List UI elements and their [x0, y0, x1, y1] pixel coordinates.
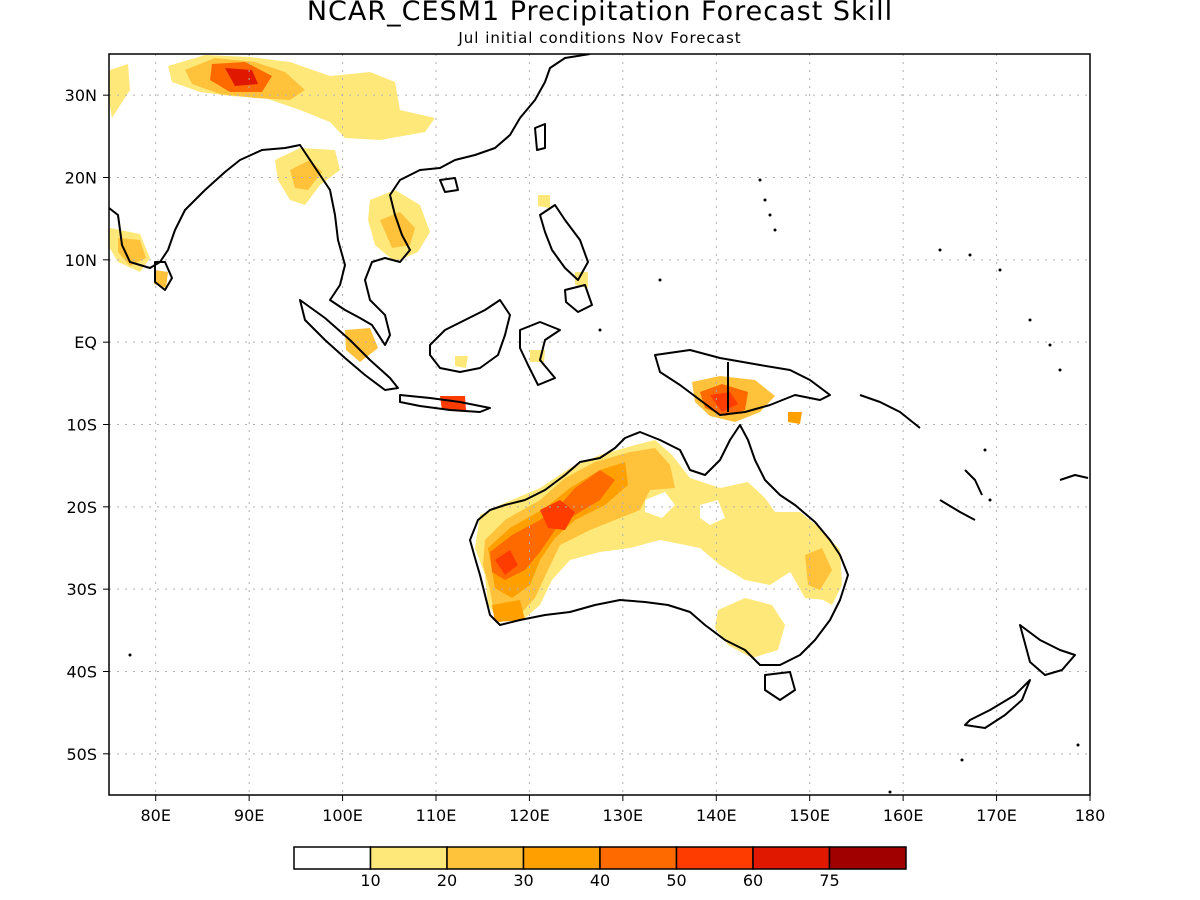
colorbar-label: 20 [437, 871, 457, 890]
latitude-labels: 30N 20N 10N EQ 10S 20S 30S 40S 50S [65, 86, 97, 764]
colorbar-swatch [293, 846, 372, 870]
colorbar-swatch [828, 846, 907, 870]
colorbar-label: 50 [666, 871, 686, 890]
lat-tick-label: 10N [65, 251, 97, 270]
island-dots [128, 178, 1080, 794]
map-content [109, 54, 1090, 795]
colorbar-swatch [522, 846, 601, 870]
lon-tick-label: 140E [696, 806, 737, 825]
colorbar-label: 60 [743, 871, 763, 890]
lon-tick-label: 150E [789, 806, 830, 825]
lon-tick-label: 100E [322, 806, 363, 825]
skill-shading [109, 55, 842, 665]
lat-tick-label: 10S [66, 416, 97, 435]
lat-tick-label: EQ [74, 333, 97, 352]
lon-tick-label: 170E [976, 806, 1017, 825]
lon-tick-label: 90E [234, 806, 264, 825]
lat-tick-label: 20N [65, 169, 97, 188]
lon-tick-label: 110E [416, 806, 457, 825]
map-grid [109, 54, 1090, 795]
australia-coast [469, 424, 849, 666]
map-title: NCAR_CESM1 Precipitation Forecast Skill [306, 0, 894, 27]
lon-tick-label: 180 [1075, 806, 1106, 825]
lat-tick-label: 30N [65, 86, 97, 105]
colorbar-swatch [752, 846, 831, 870]
colorbar-swatch [369, 846, 448, 870]
colorbar-label: 30 [513, 871, 533, 890]
colorbar-label: 10 [360, 871, 380, 890]
colorbar-label: 40 [590, 871, 610, 890]
lat-tick-label: 30S [66, 580, 97, 599]
colorbar-swatch [599, 846, 678, 870]
colorbar: 10 20 30 40 50 60 75 [293, 846, 907, 890]
axis-ticks [103, 94, 1091, 801]
coastlines [109, 54, 1089, 729]
lat-tick-label: 50S [66, 745, 97, 764]
longitude-labels: 80E 90E 100E 110E 120E 130E 140E 150E 160E 170E 18… [140, 806, 1105, 825]
colorbar-swatch [675, 846, 754, 870]
lat-tick-label: 40S [66, 663, 97, 682]
map-subtitle: Jul initial conditions Nov Forecast [458, 29, 742, 47]
colorbar-label: 75 [819, 871, 839, 890]
lon-tick-label: 130E [603, 806, 644, 825]
lat-tick-label: 20S [66, 498, 97, 517]
lon-tick-label: 120E [509, 806, 550, 825]
lon-tick-label: 160E [883, 806, 924, 825]
lon-tick-label: 80E [140, 806, 170, 825]
colorbar-swatch [446, 846, 525, 870]
